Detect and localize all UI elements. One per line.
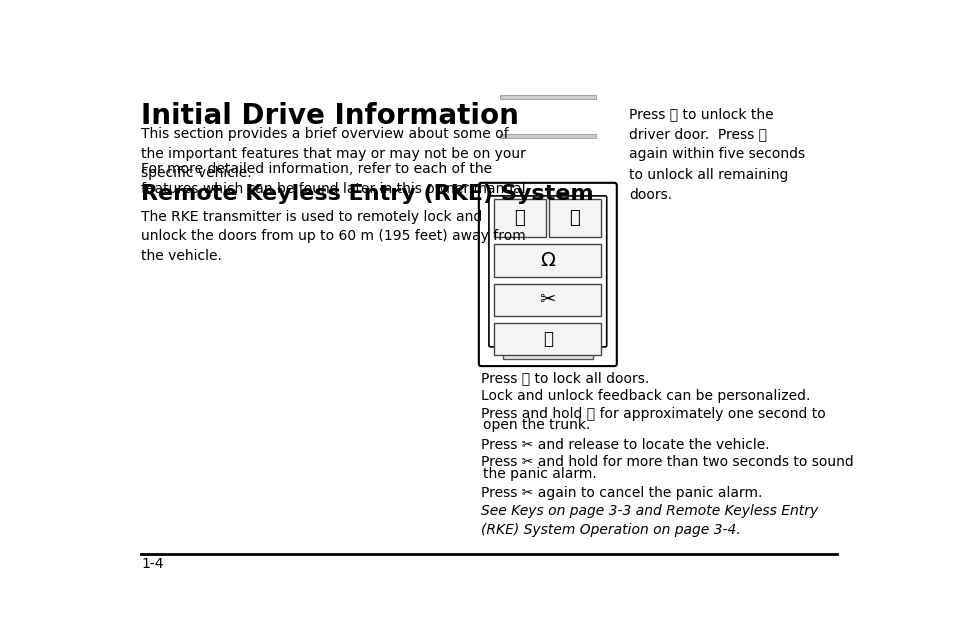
Text: open the trunk.: open the trunk. xyxy=(482,419,590,433)
Bar xyxy=(494,244,600,277)
Text: 🚗: 🚗 xyxy=(542,330,552,348)
Text: 🔓: 🔓 xyxy=(569,209,579,227)
Text: Initial Drive Information: Initial Drive Information xyxy=(141,102,518,130)
FancyBboxPatch shape xyxy=(488,196,606,347)
Text: Press and hold 🚗 for approximately one second to: Press and hold 🚗 for approximately one s… xyxy=(480,407,825,421)
Text: Ω: Ω xyxy=(539,251,555,270)
Text: Press ✂ and hold for more than two seconds to sound: Press ✂ and hold for more than two secon… xyxy=(480,456,853,470)
Text: Press 🔒 to unlock the
driver door.  Press 🔒
again within five seconds
to unlock : Press 🔒 to unlock the driver door. Press… xyxy=(629,107,804,202)
Text: the panic alarm.: the panic alarm. xyxy=(482,467,596,481)
Bar xyxy=(494,199,546,237)
Text: For more detailed information, refer to each of the
features which can be found : For more detailed information, refer to … xyxy=(141,162,530,195)
Text: ✂: ✂ xyxy=(539,290,556,309)
Text: Press ✂ and release to locate the vehicle.: Press ✂ and release to locate the vehicl… xyxy=(480,438,769,452)
Bar xyxy=(499,135,596,138)
Bar xyxy=(549,199,600,237)
Text: Press 🔒 to lock all doors.: Press 🔒 to lock all doors. xyxy=(480,371,649,385)
Text: 1-4: 1-4 xyxy=(141,557,163,571)
Bar xyxy=(499,56,596,59)
Bar xyxy=(494,323,600,355)
Text: Lock and unlock feedback can be personalized.: Lock and unlock feedback can be personal… xyxy=(480,389,810,403)
FancyBboxPatch shape xyxy=(478,183,617,366)
Text: Remote Keyless Entry (RKE) System: Remote Keyless Entry (RKE) System xyxy=(141,184,593,204)
Text: 🔒: 🔒 xyxy=(514,209,525,227)
Bar xyxy=(494,284,600,316)
Text: See Keys on page 3-3 and Remote Keyless Entry
(RKE) System Operation on page 3-4: See Keys on page 3-3 and Remote Keyless … xyxy=(480,504,818,537)
Text: Press ✂ again to cancel the panic alarm.: Press ✂ again to cancel the panic alarm. xyxy=(480,486,761,500)
Bar xyxy=(502,348,592,359)
Text: This section provides a brief overview about some of
the important features that: This section provides a brief overview a… xyxy=(141,128,525,181)
Bar xyxy=(499,95,596,99)
Bar xyxy=(499,17,596,20)
Text: The RKE transmitter is used to remotely lock and
unlock the doors from up to 60 : The RKE transmitter is used to remotely … xyxy=(141,210,525,263)
